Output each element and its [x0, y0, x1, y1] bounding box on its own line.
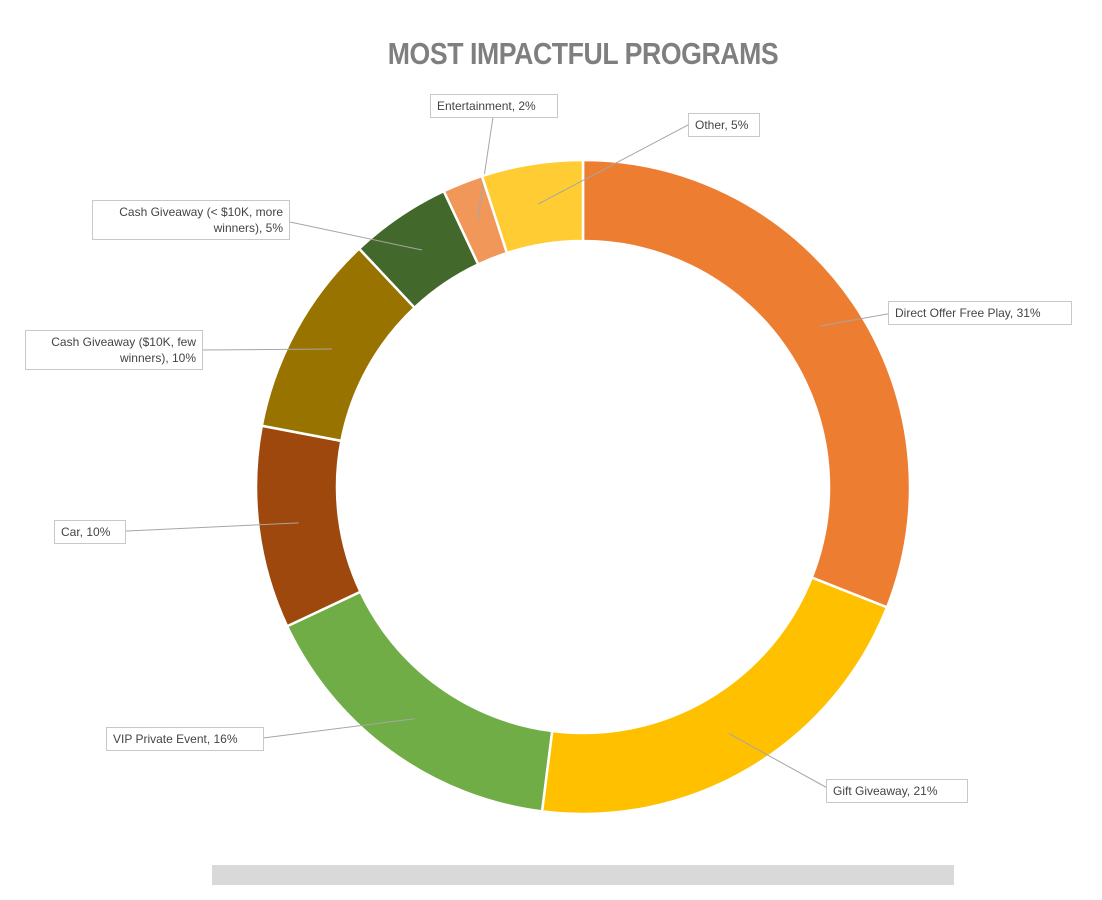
data-label-2: VIP Private Event, 16%	[106, 727, 264, 751]
data-label-7: Other, 5%	[688, 113, 760, 137]
data-label-5: Cash Giveaway (< $10K, more winners), 5%	[92, 200, 290, 240]
data-label-0: Direct Offer Free Play, 31%	[888, 301, 1072, 325]
donut-slice-0[interactable]	[581, 158, 912, 609]
data-label-1: Gift Giveaway, 21%	[826, 779, 968, 803]
chart-title: MOST IMPACTFUL PROGRAMS	[387, 36, 779, 71]
leader-line-1	[728, 733, 832, 791]
horizontal-scrollbar[interactable]	[212, 865, 954, 885]
donut-slice-3[interactable]	[254, 424, 363, 628]
data-label-3: Car, 10%	[54, 520, 126, 544]
donut-slice-7[interactable]	[480, 158, 585, 255]
leader-line-5	[289, 221, 423, 251]
data-label-4: Cash Giveaway ($10K, few winners), 10%	[25, 330, 203, 370]
leader-line-6	[477, 116, 494, 221]
leader-line-2	[262, 718, 415, 739]
leader-line-0	[819, 312, 894, 327]
leader-line-3	[125, 522, 299, 532]
donut-slice-2[interactable]	[285, 590, 554, 813]
leader-line-4	[202, 348, 332, 351]
leader-line-7	[537, 124, 689, 205]
data-label-6: Entertainment, 2%	[430, 94, 558, 118]
